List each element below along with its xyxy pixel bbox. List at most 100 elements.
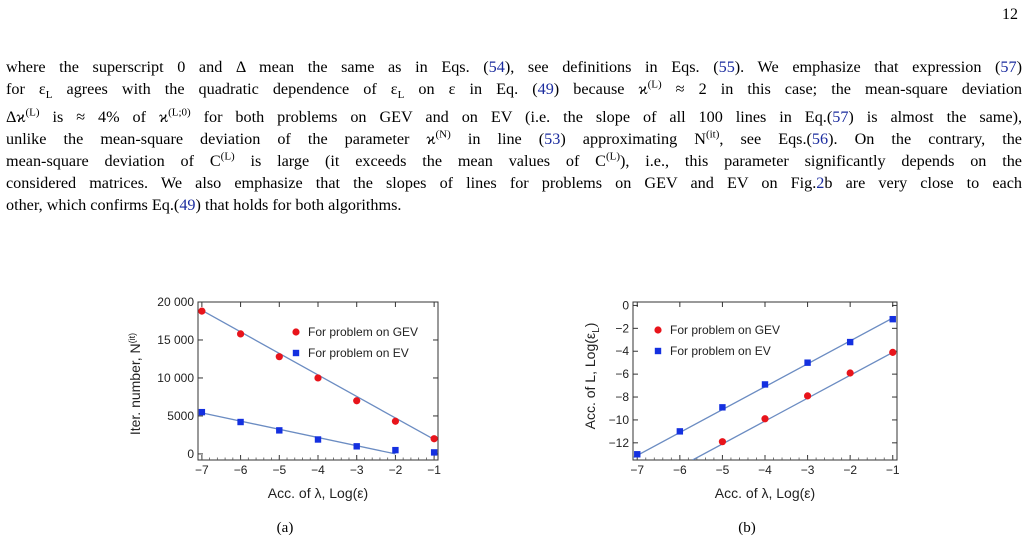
legend-marker	[292, 349, 300, 357]
subscript: L	[45, 89, 53, 102]
y-axis-label: Iter. number, N(it)	[127, 333, 143, 435]
y-tick-label: 15 000	[157, 333, 194, 347]
data-point-ev	[634, 451, 641, 458]
equation-reference-link[interactable]: 55	[718, 58, 735, 76]
equation-reference-link[interactable]: 56	[811, 130, 829, 149]
paragraph-line: other, which confirms Eq.(49) that holds…	[6, 194, 1022, 216]
legend-label: For problem on GEV	[670, 323, 780, 337]
x-tick-label: −5	[716, 463, 730, 477]
y-tick-label: −8	[615, 390, 629, 404]
x-tick-label: −2	[843, 463, 857, 477]
text-run: ) is almost the same),	[848, 108, 1023, 127]
text-run: Δϰ	[6, 108, 26, 127]
y-axis-label-sub: L	[591, 327, 602, 333]
equation-reference-link[interactable]: 57	[832, 108, 849, 127]
y-axis-label-end: )	[582, 323, 598, 328]
equation-reference-link[interactable]: 49	[537, 80, 554, 98]
text-run: ). On the contrary, the	[828, 130, 1022, 149]
text-run: b are very close to each	[824, 174, 1022, 193]
equation-reference-link[interactable]: 57	[1000, 58, 1017, 76]
x-tick-label: −4	[311, 463, 325, 477]
text-run: other, which confirms Eq.(	[6, 196, 180, 215]
x-tick-label: −7	[630, 463, 644, 477]
data-point-ev	[198, 408, 206, 416]
superscript: (L)	[220, 150, 235, 163]
x-tick-label: −4	[758, 463, 772, 477]
text-run: for both problems on GEV and on EV (i.e.…	[190, 108, 833, 127]
data-point-gev	[275, 353, 283, 361]
y-tick-label: 5000	[167, 409, 194, 423]
x-axis-label: Acc. of λ, Log(ε)	[715, 485, 815, 501]
y-tick-label: 0	[187, 447, 194, 461]
y-axis-label-sup: (it)	[127, 333, 137, 344]
text-run: considered matrices. We also emphasize t…	[6, 174, 817, 193]
text-run: unlike the mean-square deviation of the …	[6, 130, 436, 149]
fit-line	[633, 317, 894, 459]
y-tick-label: −2	[615, 321, 629, 335]
data-point-gev	[846, 369, 854, 377]
x-tick-label: −3	[350, 463, 364, 477]
data-point-gev	[430, 435, 438, 443]
x-tick-label: −7	[195, 463, 209, 477]
plot-area	[633, 317, 894, 460]
x-tick-label: −1	[886, 463, 900, 477]
text-run: ) that holds for both algorithms.	[195, 196, 402, 215]
x-tick-label: −2	[389, 463, 403, 477]
paragraph-line: Δϰ(L) is ≈ 4% of ϰ(L;0) for both problem…	[6, 106, 1022, 128]
legend-label: For problem on GEV	[308, 325, 418, 339]
figure-a: −7 −6 −5 −4 −3 −2 −1 0 5000 10 000 15 000 20 000 Acc…	[120, 295, 450, 510]
data-point-ev	[676, 428, 684, 435]
subscript: L	[397, 89, 405, 102]
data-point-ev	[719, 404, 726, 411]
paragraph-line: for εL agrees with the quadratic depende…	[6, 78, 1022, 106]
superscript: (L)	[605, 150, 621, 163]
text-run: on ε in Eq. (	[404, 80, 538, 98]
text-run: is large (it exceeds the mean values of …	[234, 152, 606, 171]
text-run: ). We emphasize that expression (	[734, 58, 1001, 76]
data-point-gev	[718, 438, 727, 446]
data-point-gev	[353, 397, 361, 405]
paragraph-line: considered matrices. We also emphasize t…	[6, 172, 1022, 194]
paragraph-line: unlike the mean-square deviation of the …	[6, 128, 1022, 150]
text-run: ) because ϰ	[553, 80, 648, 98]
text-run: ), i.e., this parameter significantly de…	[620, 152, 1022, 171]
y-tick-label: −12	[609, 436, 630, 450]
paragraph-line: mean-square deviation of C(L) is large (…	[6, 150, 1022, 172]
text-run: )	[1016, 58, 1022, 76]
x-tick-label: −5	[272, 463, 286, 477]
legend-marker	[654, 326, 662, 334]
fit-line	[201, 412, 396, 455]
data-point-ev	[761, 381, 769, 388]
paragraph-line: where the superscript 0 and Δ mean the s…	[6, 56, 1022, 78]
equation-reference-link[interactable]: 53	[544, 130, 561, 149]
figure-b-caption: (b)	[738, 520, 756, 536]
superscript: (L)	[647, 78, 662, 91]
data-point-ev	[276, 427, 283, 434]
superscript: (L;0)	[168, 106, 191, 119]
superscript: (it)	[705, 128, 720, 141]
legend-marker	[654, 347, 662, 355]
data-point-gev	[761, 415, 769, 423]
data-point-ev	[804, 359, 811, 366]
chart-a: −7 −6 −5 −4 −3 −2 −1 0 5000 10 000 15 000 20 000 Acc…	[127, 295, 441, 501]
x-tick-label: −3	[801, 463, 815, 477]
equation-reference-link[interactable]: 2	[816, 174, 825, 193]
data-point-gev	[236, 330, 245, 338]
data-point-ev	[889, 315, 896, 323]
y-tick-label: 0	[622, 298, 629, 312]
data-point-ev	[237, 418, 244, 426]
text-run: ), see definitions in Eqs. (	[504, 58, 719, 76]
y-tick-label: 10 000	[157, 371, 194, 385]
equation-reference-link[interactable]: 49	[179, 196, 196, 215]
x-tick-label: −6	[234, 463, 248, 477]
data-point-gev	[198, 307, 206, 315]
equation-reference-link[interactable]: 54	[488, 58, 505, 76]
figure-a-caption: (a)	[276, 520, 294, 536]
text-run: mean-square deviation of C	[6, 152, 221, 171]
text-run: ≈ 2 in this case; the mean-square deviat…	[661, 80, 1023, 98]
data-point-gev	[803, 392, 812, 400]
x-tick-label: −1	[427, 463, 441, 477]
legend-label: For problem on EV	[670, 344, 771, 358]
text-run: is ≈ 4% of ϰ	[39, 108, 169, 127]
